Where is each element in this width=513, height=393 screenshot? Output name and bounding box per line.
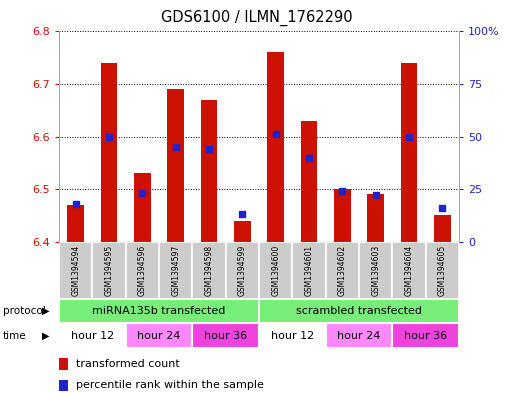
- Text: GSM1394603: GSM1394603: [371, 244, 380, 296]
- Bar: [201, 100, 218, 242]
- Text: GSM1394596: GSM1394596: [138, 244, 147, 296]
- Bar: [401, 63, 418, 242]
- Point: [271, 131, 280, 138]
- Bar: [292, 242, 326, 299]
- Text: hour 24: hour 24: [338, 331, 381, 341]
- Text: GSM1394597: GSM1394597: [171, 244, 180, 296]
- Text: protocol: protocol: [3, 306, 46, 316]
- Bar: [392, 242, 426, 299]
- Bar: [126, 242, 159, 299]
- Bar: [434, 215, 451, 242]
- Text: GSM1394601: GSM1394601: [305, 244, 313, 296]
- Text: GSM1394605: GSM1394605: [438, 244, 447, 296]
- Bar: [367, 195, 384, 242]
- Point: [338, 188, 346, 195]
- Text: scrambled transfected: scrambled transfected: [296, 306, 422, 316]
- Point: [305, 154, 313, 161]
- Text: ▶: ▶: [42, 331, 50, 341]
- Text: hour 12: hour 12: [271, 331, 314, 341]
- Point: [238, 211, 246, 217]
- Bar: [59, 380, 68, 391]
- Text: hour 12: hour 12: [71, 331, 114, 341]
- Bar: [192, 242, 226, 299]
- Text: time: time: [3, 331, 27, 341]
- Point: [71, 201, 80, 207]
- Bar: [59, 242, 92, 299]
- Text: transformed count: transformed count: [76, 359, 180, 369]
- Text: hour 36: hour 36: [204, 331, 247, 341]
- Point: [205, 146, 213, 152]
- Text: ▶: ▶: [42, 306, 50, 316]
- Bar: [101, 63, 117, 242]
- Bar: [134, 173, 151, 242]
- Text: GSM1394595: GSM1394595: [105, 244, 113, 296]
- Text: GDS6100 / ILMN_1762290: GDS6100 / ILMN_1762290: [161, 10, 352, 26]
- Text: GSM1394602: GSM1394602: [338, 244, 347, 296]
- Bar: [192, 323, 259, 348]
- Point: [438, 205, 446, 211]
- Bar: [301, 121, 318, 242]
- Bar: [59, 323, 126, 348]
- Bar: [259, 323, 326, 348]
- Bar: [359, 242, 392, 299]
- Bar: [234, 221, 251, 242]
- Text: GSM1394604: GSM1394604: [405, 244, 413, 296]
- Bar: [59, 358, 68, 370]
- Bar: [67, 205, 84, 242]
- Text: hour 36: hour 36: [404, 331, 447, 341]
- Bar: [267, 53, 284, 242]
- Text: miRNA135b transfected: miRNA135b transfected: [92, 306, 226, 316]
- Bar: [59, 299, 259, 323]
- Point: [405, 133, 413, 140]
- Point: [138, 190, 146, 196]
- Bar: [392, 323, 459, 348]
- Text: GSM1394594: GSM1394594: [71, 244, 80, 296]
- Bar: [326, 242, 359, 299]
- Bar: [92, 242, 126, 299]
- Text: GSM1394600: GSM1394600: [271, 244, 280, 296]
- Point: [171, 144, 180, 150]
- Text: percentile rank within the sample: percentile rank within the sample: [76, 380, 264, 391]
- Text: GSM1394598: GSM1394598: [205, 244, 213, 296]
- Bar: [334, 189, 351, 242]
- Point: [371, 192, 380, 198]
- Point: [105, 133, 113, 140]
- Text: GSM1394599: GSM1394599: [238, 244, 247, 296]
- Bar: [167, 89, 184, 242]
- Bar: [226, 242, 259, 299]
- Bar: [159, 242, 192, 299]
- Bar: [326, 323, 392, 348]
- Bar: [259, 242, 292, 299]
- Bar: [426, 242, 459, 299]
- Bar: [259, 299, 459, 323]
- Bar: [126, 323, 192, 348]
- Text: hour 24: hour 24: [137, 331, 181, 341]
